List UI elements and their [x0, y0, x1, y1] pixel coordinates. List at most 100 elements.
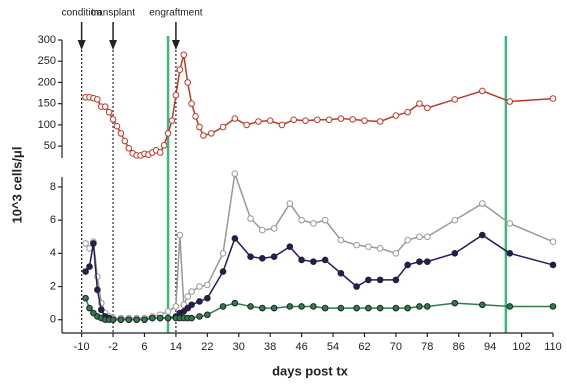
data-point	[416, 233, 423, 241]
y-tick-label: 100	[38, 119, 56, 131]
data-point	[424, 233, 431, 241]
y-tick-label: 6	[50, 214, 56, 226]
x-tick-label: 14	[170, 341, 182, 353]
data-point	[325, 116, 333, 124]
data-point	[321, 304, 329, 312]
data-point	[219, 303, 227, 310]
data-point	[365, 243, 372, 251]
annotation: transplant	[91, 8, 135, 19]
data-point	[117, 316, 125, 324]
data-point	[200, 132, 207, 139]
data-point	[94, 96, 101, 103]
data-point	[231, 115, 239, 122]
data-point	[392, 304, 400, 312]
x-tick-label: 102	[512, 341, 530, 353]
data-point	[259, 304, 266, 312]
data-point	[365, 276, 372, 284]
x-tick-label: 70	[390, 341, 402, 353]
data-point	[86, 263, 93, 270]
data-point	[109, 116, 117, 123]
data-point	[231, 235, 239, 242]
data-point	[549, 261, 557, 269]
y-tick-label: 150	[38, 98, 56, 110]
data-point	[219, 123, 227, 131]
annotation: engraftment	[149, 8, 203, 19]
data-point	[117, 130, 125, 137]
data-point	[376, 304, 384, 312]
data-point	[188, 314, 195, 322]
arrow-head	[171, 40, 180, 50]
y-tick-label: 200	[38, 76, 56, 88]
data-point	[416, 303, 423, 310]
y-tick-label: 50	[44, 140, 56, 152]
data-point	[188, 288, 195, 295]
data-point	[247, 303, 254, 310]
x-tick-label: 54	[327, 341, 339, 353]
data-point	[259, 226, 266, 234]
data-point	[302, 117, 309, 124]
data-point	[168, 117, 176, 124]
x-tick-label: 86	[453, 341, 465, 353]
data-point	[125, 316, 133, 324]
data-point	[506, 98, 514, 105]
data-point	[219, 250, 227, 257]
data-point	[286, 303, 294, 310]
data-point	[392, 250, 400, 257]
data-point	[424, 258, 431, 265]
data-point	[172, 91, 180, 99]
x-tick-label: 38	[264, 341, 276, 353]
data-point	[478, 200, 486, 207]
data-point	[149, 314, 156, 322]
x-axis-title: days post tx	[272, 363, 349, 378]
data-point	[82, 294, 89, 302]
data-point	[94, 286, 101, 294]
data-point	[321, 216, 329, 224]
data-point	[204, 294, 211, 302]
data-point	[219, 268, 227, 275]
data-point	[404, 304, 411, 312]
data-point	[376, 245, 384, 252]
data-point	[337, 269, 345, 277]
data-point	[404, 108, 411, 116]
data-point	[86, 245, 93, 252]
data-point	[298, 303, 305, 310]
data-point	[188, 301, 195, 309]
data-point	[310, 258, 317, 265]
x-tick-label: 30	[233, 341, 245, 353]
data-point	[365, 304, 372, 312]
data-point	[207, 130, 215, 137]
data-point	[549, 95, 557, 102]
x-tick-label: 46	[295, 341, 307, 353]
data-point	[353, 241, 360, 249]
data-point	[196, 283, 203, 290]
data-point	[192, 113, 199, 120]
annotation: condition	[62, 8, 102, 19]
data-point	[392, 276, 400, 284]
data-point	[86, 304, 93, 312]
data-point	[353, 283, 360, 290]
x-tick-label: 6	[141, 341, 147, 353]
series-line	[84, 297, 553, 321]
data-point	[290, 116, 298, 124]
data-point	[82, 240, 89, 247]
data-point	[376, 118, 384, 125]
data-point	[196, 313, 203, 320]
y-tick-label: 8	[50, 181, 56, 193]
data-point	[176, 231, 184, 239]
data-point	[310, 303, 317, 310]
y-tick-label: 4	[50, 247, 56, 259]
data-point	[337, 236, 345, 244]
data-point	[184, 293, 191, 300]
data-point	[506, 220, 514, 227]
data-point	[109, 316, 117, 324]
data-point	[184, 79, 191, 86]
data-point	[231, 299, 239, 307]
y-axis-title: 10^3 cells/μl	[9, 147, 24, 224]
data-point	[231, 170, 239, 177]
data-point	[188, 100, 195, 107]
data-point	[451, 96, 459, 103]
data-point	[549, 238, 557, 246]
data-point	[270, 225, 278, 232]
data-point	[424, 104, 431, 112]
data-point	[451, 250, 459, 257]
